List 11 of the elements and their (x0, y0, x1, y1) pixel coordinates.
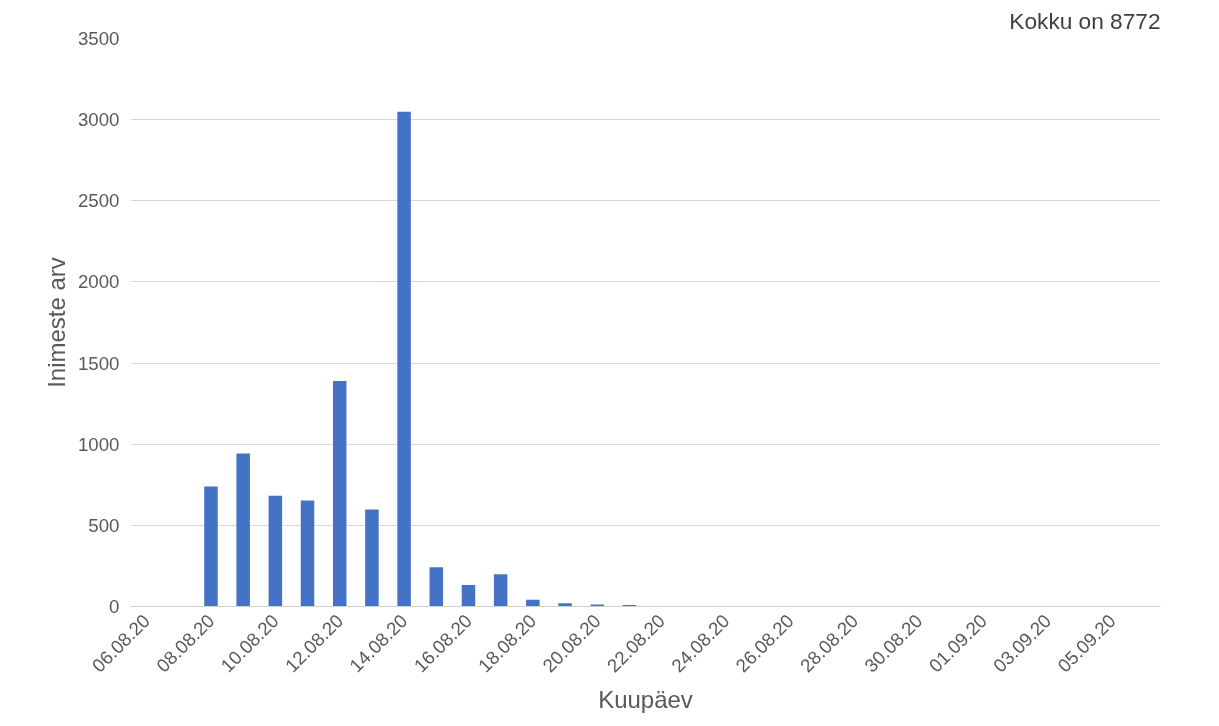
y-tick-label: 3500 (78, 28, 120, 49)
y-tick-label: 0 (109, 596, 120, 617)
y-tick-label: 2500 (78, 190, 120, 212)
y-tick-label: 3000 (78, 109, 120, 131)
y-axis-title: Inimeste arv (43, 257, 70, 388)
y-tick-label: 1000 (78, 433, 120, 455)
y-tick-label: 500 (88, 514, 120, 536)
text: Kokku on 8772 (1009, 7, 1161, 34)
y-tick-label: 2000 (78, 271, 120, 293)
x-axis-title: Kuupäev (598, 686, 693, 714)
y-tick-label: 1500 (78, 352, 120, 374)
